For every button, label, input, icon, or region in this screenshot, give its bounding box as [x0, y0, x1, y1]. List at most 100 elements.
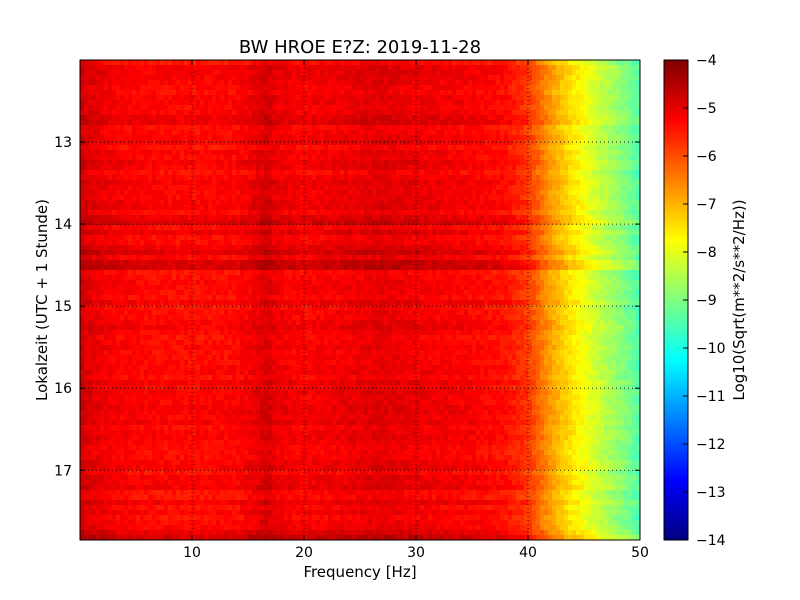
heatmap-cell: [252, 220, 257, 226]
heatmap-cell: [596, 160, 601, 166]
heatmap-cell: [156, 185, 161, 191]
heatmap-cell: [336, 95, 341, 101]
heatmap-cell: [532, 175, 537, 181]
heatmap-cell: [596, 145, 601, 151]
heatmap-cell: [600, 150, 605, 156]
heatmap-cell: [88, 190, 93, 196]
heatmap-cell: [400, 75, 405, 81]
heatmap-cell: [420, 150, 425, 156]
heatmap-cell: [300, 235, 305, 241]
heatmap-cell: [288, 225, 293, 231]
heatmap-cell: [132, 130, 137, 136]
heatmap-cell: [116, 215, 121, 221]
heatmap-cell: [596, 75, 601, 81]
spectrogram-heatmap: [80, 60, 640, 540]
heatmap-cell: [532, 130, 537, 136]
heatmap-cell: [396, 230, 401, 236]
heatmap-cell: [400, 170, 405, 176]
heatmap-cell: [548, 160, 553, 166]
heatmap-cell: [188, 115, 193, 121]
heatmap-cell: [572, 195, 577, 201]
heatmap-cell: [512, 135, 517, 141]
heatmap-cell: [292, 145, 297, 151]
heatmap-cell: [496, 65, 501, 71]
heatmap-cell: [412, 115, 417, 121]
heatmap-cell: [444, 130, 449, 136]
heatmap-cell: [176, 170, 181, 176]
heatmap-cell: [276, 215, 281, 221]
heatmap-cell: [236, 200, 241, 206]
heatmap-cell: [332, 185, 337, 191]
heatmap-cell: [624, 120, 629, 126]
heatmap-cell: [176, 210, 181, 216]
heatmap-cell: [556, 135, 561, 141]
heatmap-cell: [192, 220, 197, 226]
heatmap-cell: [228, 115, 233, 121]
heatmap-cell: [340, 210, 345, 216]
heatmap-cell: [364, 220, 369, 226]
heatmap-cell: [248, 195, 253, 201]
heatmap-cell: [404, 165, 409, 171]
heatmap-cell: [356, 160, 361, 166]
heatmap-cell: [88, 225, 93, 231]
heatmap-cell: [260, 80, 265, 86]
heatmap-cell: [444, 165, 449, 171]
heatmap-cell: [308, 180, 313, 186]
heatmap-cell: [308, 135, 313, 141]
heatmap-cell: [516, 65, 521, 71]
heatmap-cell: [592, 180, 597, 186]
heatmap-cell: [584, 130, 589, 136]
heatmap-cell: [152, 125, 157, 131]
heatmap-cell: [232, 135, 237, 141]
heatmap-cell: [504, 140, 509, 146]
heatmap-cell: [184, 170, 189, 176]
heatmap-cell: [508, 230, 513, 236]
heatmap-cell: [608, 120, 613, 126]
heatmap-cell: [588, 90, 593, 96]
heatmap-cell: [164, 90, 169, 96]
heatmap-cell: [504, 135, 509, 141]
heatmap-cell: [444, 220, 449, 226]
heatmap-cell: [128, 170, 133, 176]
heatmap-cell: [116, 205, 121, 211]
heatmap-cell: [568, 140, 573, 146]
heatmap-cell: [448, 65, 453, 71]
heatmap-cell: [144, 90, 149, 96]
heatmap-cell: [516, 175, 521, 181]
heatmap-cell: [324, 195, 329, 201]
heatmap-cell: [560, 90, 565, 96]
heatmap-cell: [276, 90, 281, 96]
heatmap-cell: [512, 90, 517, 96]
heatmap-cell: [492, 140, 497, 146]
heatmap-cell: [336, 150, 341, 156]
heatmap-cell: [340, 175, 345, 181]
heatmap-cell: [544, 215, 549, 221]
heatmap-cell: [528, 200, 533, 206]
heatmap-cell: [508, 205, 513, 211]
heatmap-cell: [388, 235, 393, 241]
heatmap-cell: [272, 160, 277, 166]
heatmap-cell: [92, 160, 97, 166]
heatmap-cell: [312, 195, 317, 201]
heatmap-cell: [416, 120, 421, 126]
heatmap-cell: [364, 215, 369, 221]
heatmap-cell: [348, 70, 353, 76]
heatmap-cell: [160, 145, 165, 151]
heatmap-cell: [516, 145, 521, 151]
heatmap-cell: [552, 140, 557, 146]
heatmap-cell: [576, 85, 581, 91]
heatmap-cell: [536, 115, 541, 121]
heatmap-cell: [160, 125, 165, 131]
heatmap-cell: [564, 210, 569, 216]
heatmap-cell: [188, 160, 193, 166]
heatmap-cell: [448, 150, 453, 156]
heatmap-cell: [624, 135, 629, 141]
heatmap-cell: [420, 175, 425, 181]
heatmap-cell: [516, 200, 521, 206]
heatmap-cell: [180, 180, 185, 186]
heatmap-cell: [448, 70, 453, 76]
heatmap-cell: [336, 135, 341, 141]
heatmap-cell: [216, 135, 221, 141]
heatmap-cell: [248, 185, 253, 191]
heatmap-cell: [160, 205, 165, 211]
